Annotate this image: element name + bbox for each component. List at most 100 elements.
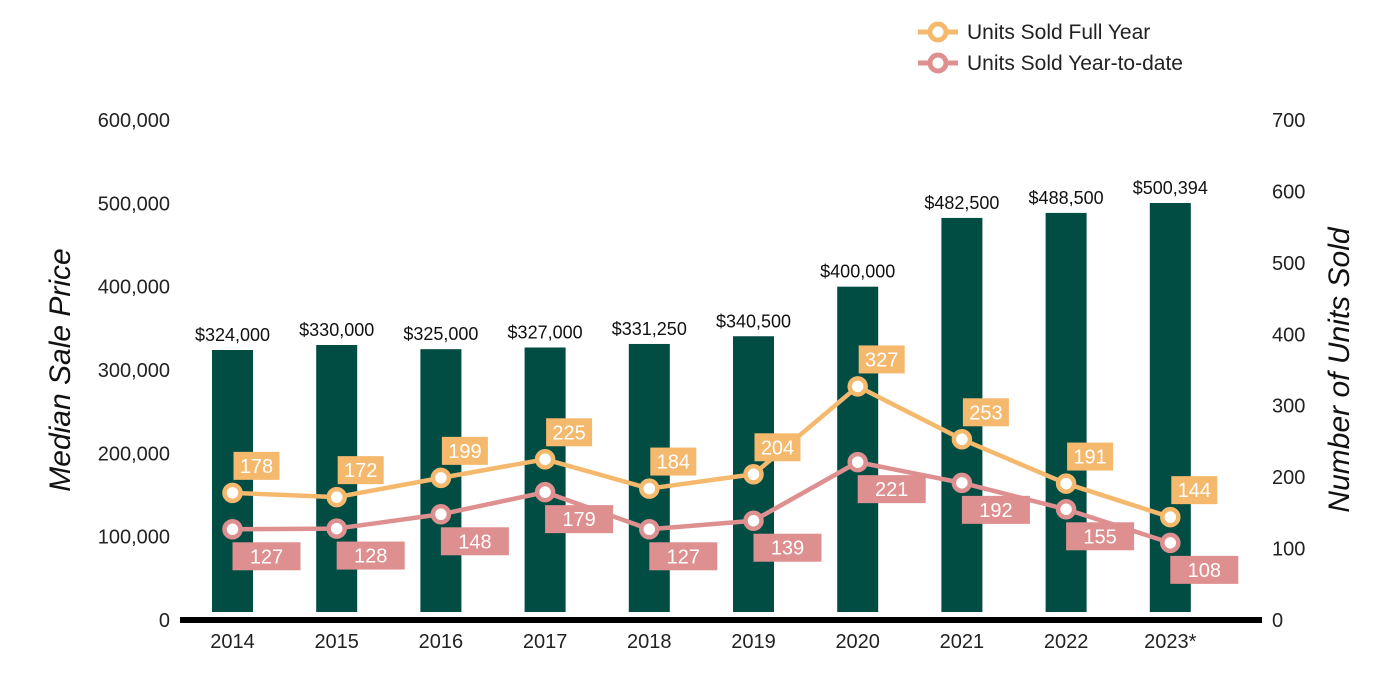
point-full-year-2018 xyxy=(639,478,660,499)
line-full-year xyxy=(232,384,1171,520)
point-full-year-2014 xyxy=(222,482,243,504)
point-label-full-year-2018: 184 xyxy=(657,452,690,474)
point-label-full-year-2014: 178 xyxy=(240,456,273,478)
point-label-bg-ytd xyxy=(961,495,1030,524)
bar-label-2014: $324,000 xyxy=(195,325,270,345)
y-tick-label: 100,000 xyxy=(98,527,170,549)
point-ytd-2023* xyxy=(1160,532,1181,554)
point-ytd-2018 xyxy=(639,519,660,540)
point-label-ytd-2018: 127 xyxy=(667,546,700,568)
x-tick-label: 2019 xyxy=(731,631,776,653)
point-labels-layer: 178 172 199 225 184 204 327 253 191 144 127 128 148 1… xyxy=(232,345,1239,584)
point-full-year-2021 xyxy=(951,429,973,450)
point-label-bg-ytd xyxy=(1170,555,1239,584)
point-label-full-year-2020: 327 xyxy=(865,349,898,371)
point-full-year-2019 xyxy=(743,464,764,485)
bar-label-2017: $327,000 xyxy=(508,323,583,343)
point-label-ytd-2019: 139 xyxy=(771,538,804,560)
x-ticks-layer: 2014 2015 2016 2017 2018 2019 2020 2021 2022 2023… xyxy=(210,631,1196,653)
point-full-year-2020 xyxy=(847,376,868,397)
y2-tick-label: 200 xyxy=(1272,467,1305,489)
bar-2022 xyxy=(1045,212,1087,612)
y2-tick-label: 700 xyxy=(1272,110,1305,132)
point-label-bg-ytd xyxy=(857,475,926,504)
point-ytd-2019 xyxy=(743,510,764,531)
point-ytd-2014 xyxy=(222,519,243,540)
legend-item-full-year: Units Sold Full Year xyxy=(918,21,1150,44)
bar-2018 xyxy=(628,343,670,612)
bar-label-2021: $482,500 xyxy=(924,193,999,213)
y-axis-title: Median Sale Price xyxy=(44,248,77,491)
legend-item-ytd: Units Sold Year-to-date xyxy=(918,52,1183,75)
point-label-bg-full-year xyxy=(754,433,801,462)
legend: Units Sold Full Year Units Sold Year-to-… xyxy=(918,21,1183,75)
x-tick-label: 2021 xyxy=(940,631,985,653)
y-tick-label: 300,000 xyxy=(98,360,170,382)
point-ytd-2021 xyxy=(951,472,973,494)
point-full-year-2017 xyxy=(534,449,556,470)
legend-label-full-year: Units Sold Full Year xyxy=(967,21,1150,44)
x-tick-label: 2018 xyxy=(627,631,672,653)
point-label-ytd-2014: 127 xyxy=(250,546,283,568)
x-tick-label: 2014 xyxy=(210,631,255,653)
x-tick-label: 2023* xyxy=(1144,631,1196,653)
bar-2020 xyxy=(837,286,879,612)
point-label-bg-full-year xyxy=(962,398,1009,427)
point-label-bg-full-year xyxy=(337,456,384,485)
point-label-ytd-2022: 155 xyxy=(1083,526,1116,548)
point-label-bg-full-year xyxy=(650,447,697,476)
point-ytd-2016 xyxy=(430,504,452,525)
y2-tick-label: 600 xyxy=(1272,181,1305,203)
point-label-full-year-2023*: 144 xyxy=(1178,480,1211,502)
point-ytd-2020 xyxy=(847,451,868,473)
point-label-bg-ytd xyxy=(440,527,509,556)
bar-label-2016: $325,000 xyxy=(403,324,478,344)
bar-label-2019: $340,500 xyxy=(716,311,791,331)
point-label-bg-full-year xyxy=(233,451,280,480)
y-tick-label: 0 xyxy=(159,610,170,632)
point-label-full-year-2016: 199 xyxy=(448,441,481,463)
point-label-full-year-2019: 204 xyxy=(761,437,794,459)
point-ytd-2022 xyxy=(1055,499,1077,520)
bar-2014 xyxy=(212,350,253,612)
point-label-bg-ytd xyxy=(753,533,822,562)
point-label-bg-ytd xyxy=(1066,522,1135,551)
point-label-ytd-2021: 192 xyxy=(979,500,1012,522)
point-label-bg-full-year xyxy=(858,345,905,374)
point-full-year-2022 xyxy=(1055,473,1077,494)
point-label-bg-full-year xyxy=(1171,476,1218,505)
y-tick-label: 600,000 xyxy=(98,110,170,132)
legend-label-ytd: Units Sold Year-to-date xyxy=(967,52,1183,75)
bar-labels-layer: $324,000 $330,000 $325,000 $327,000 $331,250… xyxy=(195,178,1208,345)
points-layer xyxy=(222,376,1181,554)
point-label-bg-ytd xyxy=(649,542,718,571)
y2-tick-label: 100 xyxy=(1272,539,1305,561)
y-tick-label: 200,000 xyxy=(98,443,170,465)
bar-label-2023*: $500,394 xyxy=(1133,178,1208,198)
bar-label-2015: $330,000 xyxy=(299,320,374,340)
point-label-ytd-2015: 128 xyxy=(354,546,387,568)
bar-label-2022: $488,500 xyxy=(1029,188,1104,208)
point-full-year-2016 xyxy=(430,467,452,489)
y2-ticks-layer: 0 100 200 300 400 500 600 700 xyxy=(1272,110,1305,632)
point-full-year-2023* xyxy=(1160,506,1181,528)
legend-marker-ytd xyxy=(927,52,949,74)
point-ytd-2017 xyxy=(534,481,556,503)
point-label-full-year-2021: 253 xyxy=(969,402,1002,424)
bar-label-2020: $400,000 xyxy=(820,262,895,282)
point-label-bg-ytd xyxy=(336,541,405,570)
x-tick-label: 2022 xyxy=(1044,631,1089,653)
y2-tick-label: 300 xyxy=(1272,396,1305,418)
bar-label-2018: $331,250 xyxy=(612,319,687,339)
y-tick-label: 500,000 xyxy=(98,193,170,215)
point-label-ytd-2023*: 108 xyxy=(1188,560,1221,582)
point-label-ytd-2016: 148 xyxy=(458,531,491,553)
legend-marker-full-year xyxy=(927,21,949,43)
y2-tick-label: 400 xyxy=(1272,324,1305,346)
point-label-bg-ytd xyxy=(545,505,614,534)
point-label-full-year-2015: 172 xyxy=(344,460,377,482)
x-tick-label: 2016 xyxy=(419,631,464,653)
point-label-full-year-2022: 191 xyxy=(1073,447,1106,469)
point-label-bg-ytd xyxy=(232,542,301,571)
